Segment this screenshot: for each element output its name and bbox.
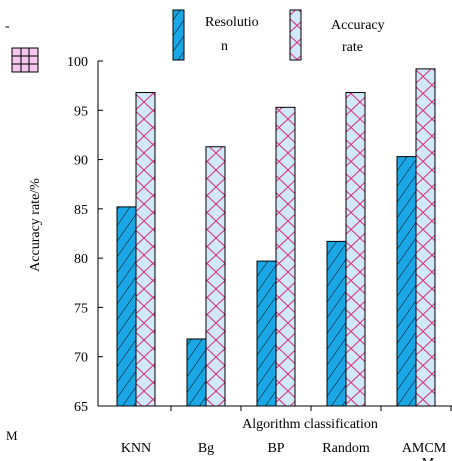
legend-label-accuracy-line1: Accuracy (331, 18, 385, 33)
x-tick-label-4: AMCM (402, 441, 447, 456)
y-tick-label-0: 65 (74, 400, 88, 415)
legend-label-accuracy-line2: rate (342, 40, 363, 55)
bar-series0-cat1 (186, 338, 207, 407)
x-tick-label-0: KNN (121, 441, 151, 456)
stray-legend-swatch (11, 47, 39, 73)
y-tick-label-2: 75 (74, 301, 88, 316)
bar-series1-cat2 (275, 106, 296, 407)
x-tick-label-3: Random (322, 441, 370, 456)
bar-series0-cat2 (256, 260, 277, 407)
x-tick-label-4-line2: M (422, 456, 435, 461)
x-tick-label-1: Bg (198, 441, 214, 456)
legend-label-resolution-line2: n (221, 39, 228, 54)
legend-swatch-accuracy (289, 9, 302, 61)
bar-series0-cat3 (326, 240, 347, 407)
y-tick-label-3: 80 (74, 252, 88, 267)
y-tick-label-1: 70 (74, 351, 88, 366)
legend: Resolutio n Accuracy rate (172, 9, 385, 61)
plot-area: 65 70 75 80 85 90 95 100 KNN Bg BP Random AMCMM (67, 55, 452, 461)
legend-label-resolution-line1: Resolutio (205, 15, 259, 30)
y-axis-label: Accuracy rate/% (28, 178, 43, 272)
bar-series0-cat4 (396, 156, 417, 407)
bar-series1-cat4 (415, 68, 436, 407)
x-tick-label-2: BP (267, 441, 284, 456)
stray-dash: - (5, 19, 10, 34)
y-tick-label-4: 85 (74, 203, 88, 218)
bar-series0-cat0 (116, 206, 137, 407)
legend-swatch-resolution (172, 9, 185, 61)
stray-letter: M (6, 428, 18, 443)
x-axis-label: Algorithm classification (242, 417, 378, 432)
bar-series1-cat3 (345, 92, 366, 407)
bar-series1-cat1 (205, 146, 226, 407)
bar-series1-cat0 (135, 92, 156, 407)
y-tick-label-6: 95 (74, 104, 88, 119)
y-tick-label-5: 90 (74, 154, 88, 169)
y-tick-label-7: 100 (67, 55, 88, 70)
